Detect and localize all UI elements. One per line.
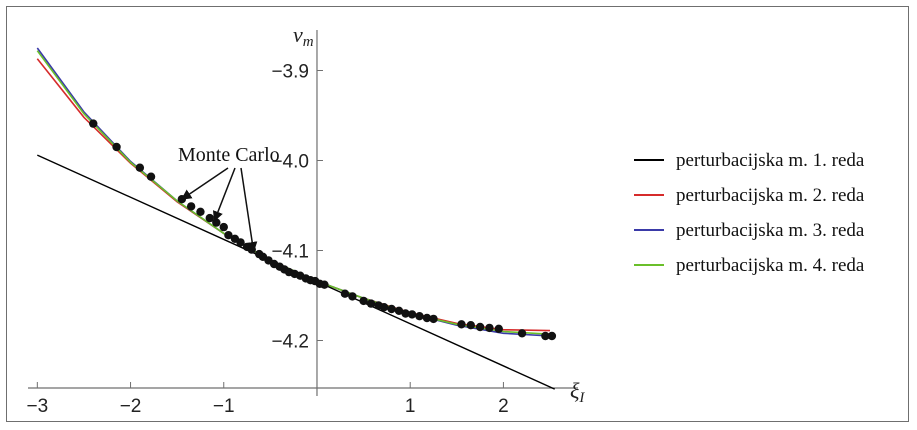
- legend: perturbacijska m. 1. reda perturbacijska …: [634, 150, 865, 276]
- monte-carlo-point: [415, 312, 424, 321]
- series-line-2: [36, 58, 551, 332]
- monte-carlo-point: [517, 329, 527, 338]
- monte-carlo-point: [186, 202, 196, 211]
- x-tick-label: 1: [405, 396, 416, 417]
- monte-carlo-point: [494, 324, 503, 333]
- legend-label: perturbacijska m. 3. reda: [676, 220, 865, 241]
- monte-carlo-points: [89, 119, 557, 341]
- monte-carlo-point: [348, 292, 357, 301]
- monte-carlo-point: [475, 322, 485, 332]
- series-line-4: [36, 50, 551, 335]
- monte-carlo-point: [429, 314, 438, 324]
- monte-carlo-point: [219, 222, 228, 232]
- annotation-arrow: [240, 167, 258, 253]
- y-tick-label: −3.9: [271, 62, 309, 83]
- monte-carlo-point: [379, 303, 389, 312]
- legend-label: perturbacijska m. 4. reda: [676, 255, 865, 276]
- monte-carlo-point: [541, 331, 550, 341]
- x-tick-label: −1: [213, 396, 235, 417]
- monte-carlo-point: [547, 331, 557, 341]
- monte-carlo-point: [485, 323, 494, 333]
- monte-carlo-point: [359, 296, 368, 306]
- annotation-label: Monte Carlo: [178, 144, 280, 166]
- monte-carlo-annotation: Monte Carlo: [178, 144, 280, 253]
- monte-carlo-point: [401, 309, 410, 318]
- axes: −3 −2 −1 1 2 −3.9 −4.0 −4.1 −4.2 vm ξI: [26, 22, 585, 417]
- x-tick-label: −3: [26, 396, 48, 417]
- monte-carlo-point: [135, 163, 145, 172]
- monte-carlo-point: [366, 299, 376, 308]
- y-axis-label: vm: [293, 22, 314, 50]
- x-tick-label: −2: [120, 396, 142, 417]
- x-axis-label: ξI: [570, 378, 585, 406]
- monte-carlo-point: [89, 119, 98, 128]
- y-tick-label: −4.0: [271, 152, 309, 173]
- monte-carlo-point: [146, 172, 156, 181]
- monte-carlo-point: [320, 280, 329, 289]
- monte-carlo-point: [236, 238, 245, 247]
- monte-carlo-point: [224, 231, 233, 240]
- monte-carlo-point: [205, 213, 214, 223]
- monte-carlo-point: [466, 321, 475, 330]
- annotation-arrow: [212, 167, 236, 222]
- legend-label: perturbacijska m. 2. reda: [676, 185, 865, 206]
- monte-carlo-point: [196, 207, 205, 216]
- monte-carlo-point: [457, 320, 466, 329]
- legend-label: perturbacijska m. 1. reda: [676, 150, 865, 171]
- monte-carlo-point: [422, 313, 432, 323]
- monte-carlo-point: [340, 289, 350, 298]
- monte-carlo-point: [247, 245, 256, 254]
- monte-carlo-point: [112, 142, 121, 152]
- annotation-arrow: [180, 167, 229, 200]
- monte-carlo-point: [387, 304, 396, 314]
- figure-frame: [6, 6, 909, 422]
- monte-carlo-point: [407, 310, 417, 319]
- monte-carlo-point: [212, 218, 221, 227]
- monte-carlo-point: [394, 306, 404, 315]
- x-tick-label: 2: [498, 396, 509, 417]
- y-tick-label: −4.2: [271, 332, 309, 353]
- series-line-3: [36, 47, 551, 337]
- y-tick-label: −4.1: [271, 242, 309, 263]
